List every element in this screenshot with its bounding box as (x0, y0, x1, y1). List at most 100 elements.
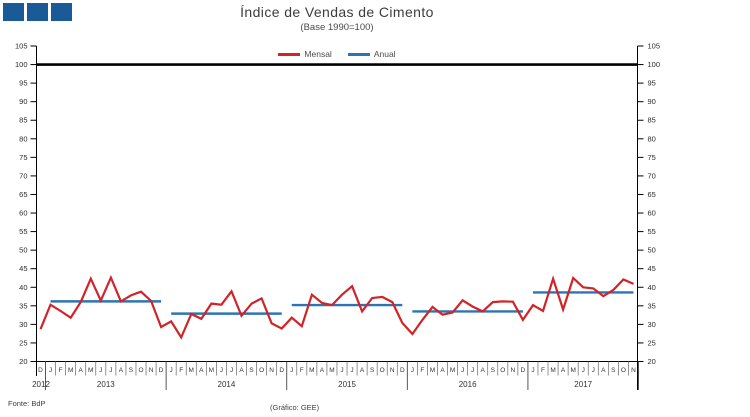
logo-square (27, 3, 48, 21)
month-letter: M (550, 367, 555, 374)
month-letter: S (611, 367, 616, 374)
month-letter: J (471, 367, 474, 374)
month-letter: M (189, 367, 194, 374)
month-letter: N (631, 367, 636, 374)
y-tick-label-left: 20 (19, 357, 27, 366)
month-letter: D (279, 367, 284, 374)
month-letter: N (269, 367, 274, 374)
y-tick-label-left: 65 (19, 190, 27, 199)
mensal-line-swatch (278, 52, 301, 56)
month-letter: A (561, 367, 566, 374)
legend-label-anual: Anual (373, 49, 396, 59)
y-tick-label-right: 55 (648, 227, 656, 236)
month-letter: M (88, 367, 93, 374)
year-label: 2015 (338, 380, 356, 389)
month-letter: J (109, 367, 112, 374)
month-letter: J (531, 367, 534, 374)
y-tick-label-left: 100 (15, 60, 28, 69)
year-label: 2013 (97, 380, 115, 389)
month-letter: J (99, 367, 102, 374)
logo-square (51, 3, 72, 21)
y-tick-label-right: 95 (648, 79, 656, 88)
source-note: Fonte: BdP (8, 399, 46, 408)
month-letter: J (350, 367, 353, 374)
month-letter: D (521, 367, 526, 374)
legend: Mensal Anual (36, 49, 638, 59)
month-letter: M (450, 367, 455, 374)
month-letter: M (209, 367, 214, 374)
month-letter: J (411, 367, 414, 374)
y-tick-label-right: 35 (648, 301, 656, 310)
logo-square (3, 3, 24, 21)
y-tick-label-left: 105 (15, 42, 28, 51)
month-letter: M (329, 367, 334, 374)
month-letter: O (380, 367, 385, 374)
month-letter: F (59, 367, 63, 374)
y-tick-label-right: 50 (648, 246, 656, 255)
y-tick-label-left: 40 (19, 283, 27, 292)
y-tick-label-right: 45 (648, 264, 656, 273)
month-letter: J (340, 367, 343, 374)
month-letter: S (370, 367, 375, 374)
y-tick-label-right: 85 (648, 116, 656, 125)
month-letter: A (601, 367, 606, 374)
month-letter: O (500, 367, 505, 374)
month-letter: J (230, 367, 233, 374)
credit-note: (Gráfico: GEE) (270, 403, 320, 412)
y-tick-label-right: 80 (648, 134, 656, 143)
y-tick-label-left: 35 (19, 301, 27, 310)
y-tick-label-left: 80 (19, 134, 27, 143)
month-letter: A (79, 367, 84, 374)
y-tick-label-right: 75 (648, 153, 656, 162)
y-tick-label-left: 95 (19, 79, 27, 88)
y-tick-label-left: 55 (19, 227, 27, 236)
month-letter: S (249, 367, 254, 374)
y-tick-label-left: 85 (19, 116, 27, 125)
month-letter: F (179, 367, 183, 374)
month-letter: J (582, 367, 585, 374)
logo-squares (3, 3, 72, 21)
y-tick-label-left: 50 (19, 246, 27, 255)
month-letter: J (170, 367, 173, 374)
month-letter: D (38, 367, 43, 374)
y-tick-label-right: 70 (648, 171, 656, 180)
y-tick-label-right: 90 (648, 97, 656, 106)
y-tick-label-left: 70 (19, 171, 27, 180)
month-letter: N (390, 367, 395, 374)
legend-item-mensal: Mensal (278, 49, 332, 59)
y-tick-label-left: 90 (19, 97, 27, 106)
y-tick-label-left: 45 (19, 264, 27, 273)
month-letter: M (68, 367, 73, 374)
month-letter: J (461, 367, 464, 374)
month-letter: D (400, 367, 405, 374)
month-letter: J (220, 367, 223, 374)
month-letter: F (541, 367, 545, 374)
month-letter: A (440, 367, 445, 374)
month-letter: A (481, 367, 486, 374)
month-letter: A (239, 367, 244, 374)
month-letter: S (491, 367, 496, 374)
month-letter: O (259, 367, 264, 374)
month-letter: A (119, 367, 124, 374)
y-tick-label-right: 105 (648, 42, 661, 51)
month-letter: M (570, 367, 575, 374)
month-letter: F (420, 367, 424, 374)
chart-subtitle: (Base 1990=100) (300, 22, 374, 33)
year-label: 2012 (32, 380, 50, 389)
y-tick-label-right: 40 (648, 283, 656, 292)
y-tick-label-right: 25 (648, 338, 656, 347)
year-label: 2017 (574, 380, 592, 389)
month-letter: N (510, 367, 515, 374)
month-letter: O (138, 367, 143, 374)
y-tick-label-right: 100 (648, 60, 661, 69)
month-letter: M (430, 367, 435, 374)
month-letter: A (320, 367, 325, 374)
month-letter: S (129, 367, 134, 374)
month-letter: O (621, 367, 626, 374)
month-letter: J (592, 367, 595, 374)
month-letter: J (290, 367, 293, 374)
month-letter: A (360, 367, 365, 374)
y-tick-label-right: 60 (648, 209, 656, 218)
mensal-line (39, 274, 634, 340)
